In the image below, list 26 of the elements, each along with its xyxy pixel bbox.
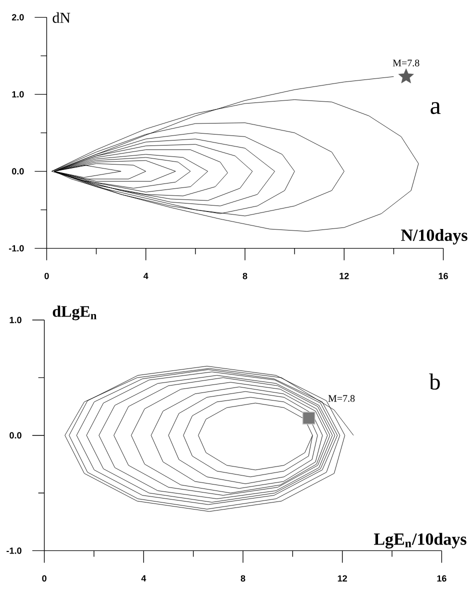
- y-axis-title: dN: [52, 12, 70, 23]
- x-tick-label: 0: [42, 575, 46, 582]
- annotation: b: [429, 373, 440, 390]
- x-tick-label: 16: [437, 575, 446, 582]
- x-tick-label: 4: [143, 272, 148, 280]
- y-tick-label: 1.0: [10, 316, 22, 324]
- x-tick-label: 16: [438, 272, 448, 280]
- annotation: M=7.8: [392, 60, 420, 66]
- y-tick-label: 0.0: [12, 168, 24, 174]
- x-axis-title: LgE$_{n}$/10days: [374, 532, 466, 548]
- x-tick-label: 4: [141, 575, 146, 582]
- y-tick-label: 1.0: [12, 91, 24, 98]
- line-series: [64, 366, 354, 512]
- annotation: a: [430, 102, 441, 114]
- x-axis-title: N/10days: [401, 229, 468, 244]
- x-tick-label: 12: [340, 272, 349, 280]
- y-tick-label: 0.0: [10, 432, 22, 439]
- y-tick-label: 2.0: [12, 14, 24, 20]
- y-tick-label: -1.0: [6, 548, 22, 554]
- x-tick-label: 8: [240, 575, 246, 582]
- y-axis-title: dLgE$_{n}$: [52, 306, 96, 320]
- annotation: M=7.8: [328, 395, 355, 402]
- x-tick-label: 8: [242, 272, 248, 280]
- x-tick-label: 0: [44, 272, 49, 280]
- x-tick-label: 12: [338, 575, 347, 582]
- y-tick-label: -1.0: [9, 245, 24, 252]
